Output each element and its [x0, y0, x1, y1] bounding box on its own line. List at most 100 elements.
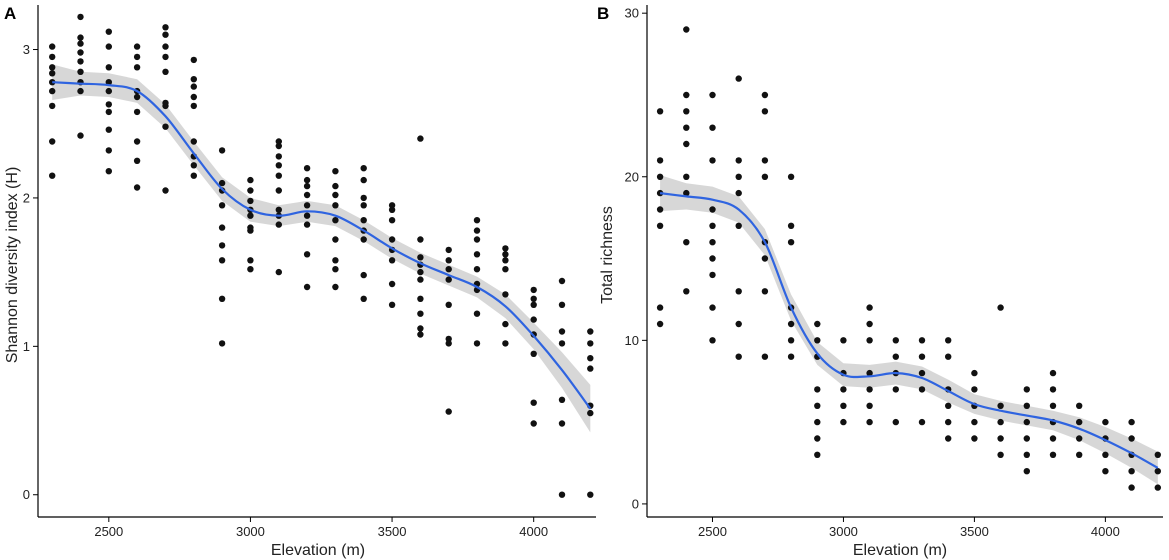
panel-b-data-point	[945, 402, 952, 409]
panel-a-data-point	[49, 87, 56, 95]
panel-a-data-point	[332, 283, 339, 291]
panel-b-data-point	[656, 108, 664, 115]
panel-a-data-point	[162, 187, 169, 194]
panel-a-data-point	[133, 64, 141, 71]
panel-a-data-point	[275, 138, 282, 145]
panel-b-data-point	[683, 108, 690, 115]
panel-a-y-tick-label: 3	[23, 42, 30, 57]
panel-b-data-point	[866, 386, 873, 393]
panel-a-data-point	[190, 102, 197, 110]
panel-b-data-point	[997, 402, 1004, 409]
panel-a-data-point	[303, 283, 311, 291]
panel-a-data-point	[49, 102, 56, 110]
panel-a-data-point	[473, 251, 481, 258]
panel-a-data-point	[218, 179, 226, 187]
panel-b-data-point	[971, 369, 978, 377]
panel-b-data-point	[918, 337, 926, 344]
panel-b-y-tick-label: 0	[632, 496, 639, 511]
panel-a-data-point	[417, 236, 424, 243]
panel-a-data-point	[162, 99, 169, 107]
panel-b-data-point	[735, 353, 742, 360]
panel-a-data-point	[473, 227, 481, 234]
panel-b-data-point	[709, 271, 716, 279]
panel-b-data-point	[735, 222, 742, 229]
panel-b-data-point	[840, 386, 847, 393]
panel-a-data-point	[133, 184, 141, 191]
panel-b-data-point	[1023, 386, 1030, 393]
panel-a-data-point	[247, 212, 254, 219]
panel-a-data-point	[162, 43, 169, 50]
panel-a-data-point	[275, 206, 282, 213]
panel-b-data-point	[1023, 451, 1030, 458]
panel-a-data-point	[530, 399, 537, 406]
panel-a-data-point	[388, 206, 396, 213]
panel-a-data-point	[247, 257, 254, 264]
panel-a-data-point	[133, 157, 141, 164]
panel-b-data-point	[1076, 451, 1083, 458]
panel-b-data-point	[1154, 468, 1162, 475]
panel-a-data-point	[105, 101, 113, 108]
panel-b-data-point	[1076, 402, 1083, 409]
panel-b-x-axis-title: Elevation (m)	[853, 542, 947, 559]
panel-b-data-point	[787, 320, 795, 328]
panel-b-data-point	[866, 337, 873, 344]
panel-b-data-point	[814, 418, 821, 426]
panel-b-data-point	[787, 337, 795, 344]
panel-a-data-point	[445, 266, 452, 273]
panel-b-y-axis-title: Total richness	[599, 206, 616, 304]
panel-b-data-point	[735, 173, 742, 180]
panel-b-data-point	[1049, 451, 1057, 458]
panel-b-data-point	[683, 173, 690, 180]
panel-a-data-point	[303, 221, 311, 228]
panel-a-data-point	[105, 79, 113, 86]
panel-a-data-point	[388, 257, 396, 264]
panel-b-data-point	[892, 353, 899, 360]
panel-a-data-point	[388, 202, 396, 209]
panel-b-data-point	[709, 304, 716, 311]
panel-b-data-point	[709, 206, 716, 213]
panel-a-data-point	[530, 316, 537, 323]
panel-b-data-point	[1102, 418, 1109, 426]
panel-b-data-point	[761, 91, 769, 99]
panel-a-data-point	[275, 187, 282, 194]
panel-a-data-point	[105, 87, 113, 95]
panel-b-data-point	[997, 418, 1004, 426]
panel-a-data-point	[473, 310, 481, 317]
panel-a-data-point	[502, 257, 509, 264]
panel-a-fit-line	[52, 81, 592, 410]
panel-b-data-point	[709, 222, 716, 229]
panel-a-data-point	[303, 165, 311, 172]
panel-b-data-point	[814, 435, 821, 442]
panel-b-data-point	[709, 239, 716, 246]
panel-a-data-point	[332, 168, 339, 175]
panel-a-y-tick-label: 2	[23, 190, 30, 205]
panel-b-data-point	[656, 320, 664, 328]
panel-b-data-point	[1023, 468, 1030, 475]
panel-a-data-point	[417, 331, 424, 338]
panel-b-data-point	[1023, 402, 1030, 409]
panel-a-data-point	[530, 350, 537, 357]
panel-b-data-point	[761, 288, 769, 295]
panel-a-data-point	[303, 182, 311, 190]
panel-a-data-point	[190, 162, 197, 169]
panel-b-data-point	[735, 75, 742, 82]
panel-b-data-point	[709, 157, 716, 164]
panel-a-data-point	[218, 147, 226, 154]
panel-a-data-point	[587, 365, 594, 372]
panel-b-data-point	[709, 91, 716, 99]
panel-b-data-point	[1049, 435, 1057, 442]
panel-a-data-point	[360, 217, 367, 224]
panel-a-data-point	[218, 224, 226, 231]
panel-b-data-point	[1128, 484, 1135, 491]
panel-a-data-point	[133, 53, 141, 61]
panel-a-data-point	[558, 420, 566, 427]
panel-a-data-point	[445, 276, 452, 283]
panel-b-data-point	[814, 402, 821, 409]
panel-a-data-point	[190, 138, 197, 145]
panel-a-data-point	[502, 245, 509, 252]
panel-b-data-point	[1049, 369, 1057, 377]
panel-b-data-point	[683, 124, 690, 131]
panel-a-data-point	[473, 217, 481, 224]
panel-a-data-point	[445, 246, 452, 254]
